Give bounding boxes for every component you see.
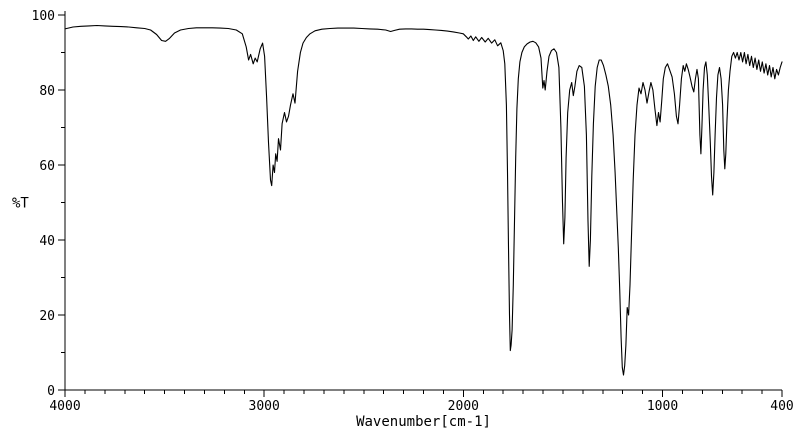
x-tick-labels: 4000 3000 2000 1000 400: [49, 399, 793, 414]
x-tick-label: 2000: [448, 399, 479, 414]
y-tick-label: 0: [47, 384, 55, 399]
x-ticks: [64, 390, 783, 397]
x-tick-label: 3000: [249, 399, 280, 414]
y-tick-label: 60: [39, 159, 55, 174]
y-tick-label: 80: [39, 84, 55, 99]
y-tick-labels: 0 20 40 60 80 100: [32, 9, 55, 399]
y-ticks: [58, 14, 65, 391]
y-tick-label: 40: [39, 234, 55, 249]
y-tick-label: 20: [39, 309, 55, 324]
x-tick-label: 400: [770, 399, 793, 414]
y-tick-label: 100: [32, 9, 55, 24]
x-tick-label: 4000: [49, 399, 80, 414]
x-axis-label: Wavenumber[cm-1]: [356, 414, 491, 430]
y-axis-label: %T: [12, 196, 29, 212]
x-tick-label: 1000: [647, 399, 678, 414]
spectrum-line: [64, 24, 783, 376]
